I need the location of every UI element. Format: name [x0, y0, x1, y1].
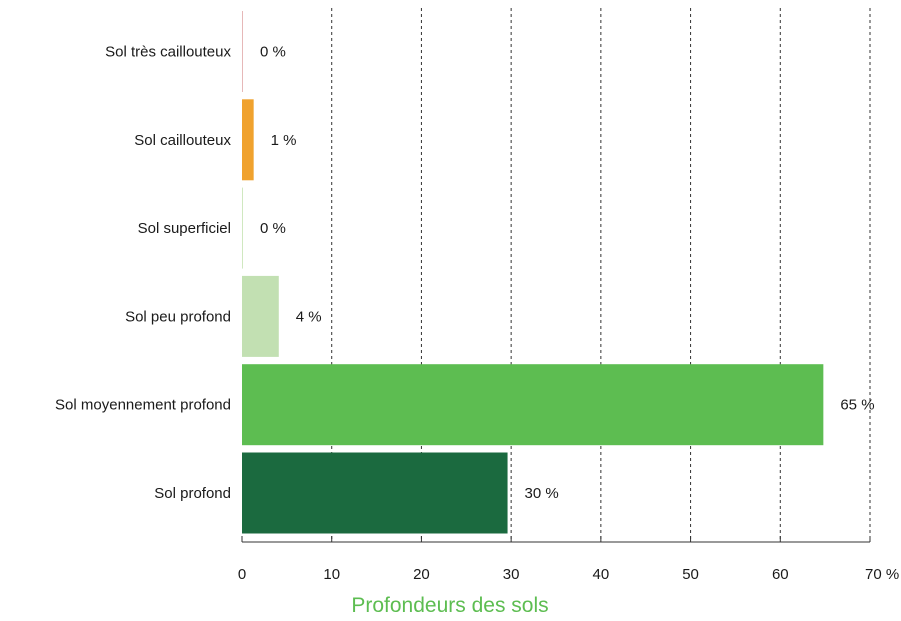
x-tick-label-60: 60	[772, 566, 789, 583]
x-tick-label-30: 30	[503, 566, 520, 583]
x-tick-label-10: 10	[323, 566, 340, 583]
x-tick-label-40: 40	[593, 566, 610, 583]
value-label-6: 30 %	[525, 485, 559, 502]
bar-4	[242, 275, 279, 357]
x-axis-title: Profondeurs des sols	[351, 594, 548, 617]
value-label-5: 65 %	[840, 397, 874, 414]
bar-6	[242, 452, 508, 534]
bar-3	[242, 187, 243, 269]
bars	[242, 11, 824, 534]
x-tick-label-50: 50	[682, 566, 699, 583]
category-label-3: Sol superficiel	[138, 220, 231, 237]
category-label-4: Sol peu profond	[125, 308, 231, 325]
value-labels: 0 % 1 % 0 % 4 % 65 % 30 %	[260, 44, 875, 503]
category-label-6: Sol profond	[154, 485, 231, 502]
value-label-3: 0 %	[260, 220, 286, 237]
bar-5	[242, 364, 824, 446]
x-tick-label-20: 20	[413, 566, 430, 583]
x-axis: 0 10 20 30 40 50 60 70 %	[238, 536, 899, 583]
category-label-2: Sol caillouteux	[134, 132, 231, 149]
value-label-4: 4 %	[296, 308, 322, 325]
bar-1	[242, 11, 243, 92]
category-label-5: Sol moyennement profond	[55, 397, 231, 414]
value-label-1: 0 %	[260, 44, 286, 61]
x-tick-label-0: 0	[238, 566, 246, 583]
value-label-2: 1 %	[271, 132, 297, 149]
x-tick-label-70: 70 %	[865, 566, 899, 583]
category-label-1: Sol très caillouteux	[105, 44, 231, 61]
bar-2	[242, 99, 254, 181]
category-labels: Sol très caillouteux Sol caillouteux Sol s…	[55, 44, 231, 503]
